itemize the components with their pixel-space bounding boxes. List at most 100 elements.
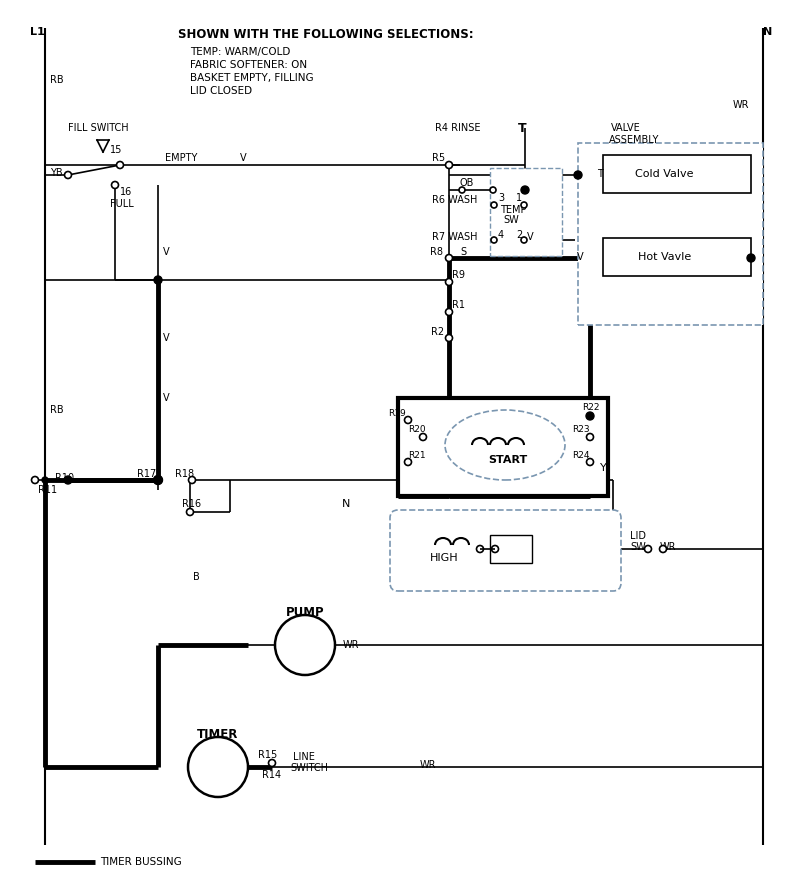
- Text: 15: 15: [110, 145, 122, 155]
- Circle shape: [446, 278, 452, 285]
- Text: EMPTY: EMPTY: [165, 153, 197, 163]
- Bar: [603, 155, 751, 193]
- Text: R16: R16: [182, 499, 201, 509]
- Text: R24: R24: [572, 450, 590, 459]
- Text: LINE: LINE: [293, 752, 315, 762]
- Text: R5: R5: [432, 153, 445, 163]
- Text: R17: R17: [137, 469, 156, 479]
- Circle shape: [32, 476, 39, 483]
- Circle shape: [477, 546, 484, 552]
- Text: T: T: [518, 121, 527, 135]
- Bar: [490, 168, 562, 256]
- Text: R18: R18: [175, 469, 194, 479]
- Text: M: M: [298, 638, 312, 653]
- Circle shape: [188, 737, 248, 797]
- Circle shape: [269, 759, 276, 766]
- Bar: [398, 398, 608, 496]
- Text: M: M: [210, 759, 226, 774]
- Circle shape: [154, 476, 162, 484]
- Text: 4: 4: [498, 230, 504, 240]
- Text: 2: 2: [516, 230, 523, 240]
- Text: S: S: [460, 247, 466, 257]
- Text: SWITCH: SWITCH: [290, 763, 328, 773]
- Circle shape: [112, 181, 118, 188]
- Text: R21: R21: [408, 450, 426, 459]
- Circle shape: [116, 161, 124, 169]
- Text: R23: R23: [572, 425, 590, 434]
- Bar: [490, 535, 532, 563]
- Text: TIMER: TIMER: [197, 728, 239, 740]
- Text: TIMER BUSSING: TIMER BUSSING: [100, 857, 182, 867]
- Text: FABRIC SOFTENER: ON: FABRIC SOFTENER: ON: [190, 60, 307, 70]
- Circle shape: [645, 546, 651, 552]
- Text: R8: R8: [430, 247, 443, 257]
- Text: START: START: [488, 455, 527, 465]
- Circle shape: [459, 187, 465, 193]
- Text: LID: LID: [630, 531, 646, 541]
- Text: FILL SWITCH: FILL SWITCH: [68, 123, 129, 133]
- Text: Hot Vavle: Hot Vavle: [638, 252, 691, 262]
- Text: ASSEMBLY: ASSEMBLY: [609, 135, 659, 145]
- Circle shape: [491, 202, 497, 208]
- Text: WR: WR: [420, 760, 437, 770]
- Text: R1: R1: [452, 300, 465, 310]
- Ellipse shape: [445, 410, 565, 480]
- Text: V: V: [163, 333, 170, 343]
- Text: V: V: [527, 232, 534, 242]
- Text: R6 WASH: R6 WASH: [432, 195, 477, 205]
- Text: LID CLOSED: LID CLOSED: [190, 86, 252, 96]
- Circle shape: [187, 508, 193, 516]
- Text: FULL: FULL: [110, 199, 133, 209]
- Text: V: V: [163, 247, 170, 257]
- Circle shape: [64, 476, 72, 484]
- Text: 1: 1: [516, 193, 522, 203]
- Circle shape: [188, 476, 196, 483]
- Circle shape: [275, 615, 335, 675]
- Text: HIGH: HIGH: [430, 553, 459, 563]
- Circle shape: [446, 309, 452, 316]
- Text: BASKET EMPTY, FILLING: BASKET EMPTY, FILLING: [190, 73, 314, 83]
- Text: TEMP: WARM/COLD: TEMP: WARM/COLD: [190, 47, 290, 57]
- Circle shape: [404, 417, 412, 424]
- Circle shape: [659, 546, 667, 552]
- Text: WR: WR: [733, 100, 749, 110]
- Circle shape: [65, 171, 71, 178]
- Text: SHOWN WITH THE FOLLOWING SELECTIONS:: SHOWN WITH THE FOLLOWING SELECTIONS:: [178, 29, 473, 42]
- Text: R11: R11: [38, 485, 57, 495]
- Bar: [603, 238, 751, 276]
- Circle shape: [154, 276, 162, 284]
- Text: R15: R15: [258, 750, 277, 760]
- Text: R14: R14: [262, 770, 281, 780]
- Text: V: V: [577, 252, 583, 262]
- Text: SW: SW: [630, 542, 646, 552]
- Circle shape: [586, 412, 594, 420]
- Circle shape: [521, 186, 529, 194]
- FancyBboxPatch shape: [390, 510, 621, 591]
- Text: V: V: [240, 153, 247, 163]
- Text: N: N: [764, 27, 773, 37]
- Circle shape: [587, 458, 594, 466]
- Bar: [578, 143, 763, 325]
- Text: L1: L1: [30, 27, 44, 37]
- Text: RB: RB: [50, 75, 64, 85]
- Circle shape: [42, 477, 48, 483]
- Circle shape: [420, 434, 426, 441]
- Text: TEMP: TEMP: [500, 205, 527, 215]
- Circle shape: [490, 187, 496, 193]
- Circle shape: [154, 475, 163, 484]
- Text: R4 RINSE: R4 RINSE: [435, 123, 481, 133]
- Text: YB: YB: [50, 168, 62, 178]
- Text: R9: R9: [452, 270, 465, 280]
- Circle shape: [492, 546, 498, 552]
- Circle shape: [587, 434, 594, 441]
- Circle shape: [521, 237, 527, 243]
- Text: B: B: [193, 572, 200, 582]
- Text: Cold Valve: Cold Valve: [635, 169, 693, 179]
- Circle shape: [446, 161, 452, 169]
- Text: VALVE: VALVE: [611, 123, 641, 133]
- Text: R2: R2: [431, 327, 444, 337]
- Text: R7 WASH: R7 WASH: [432, 232, 477, 242]
- Text: PUMP: PUMP: [286, 606, 324, 618]
- Text: T: T: [597, 169, 603, 179]
- Text: V: V: [163, 393, 170, 403]
